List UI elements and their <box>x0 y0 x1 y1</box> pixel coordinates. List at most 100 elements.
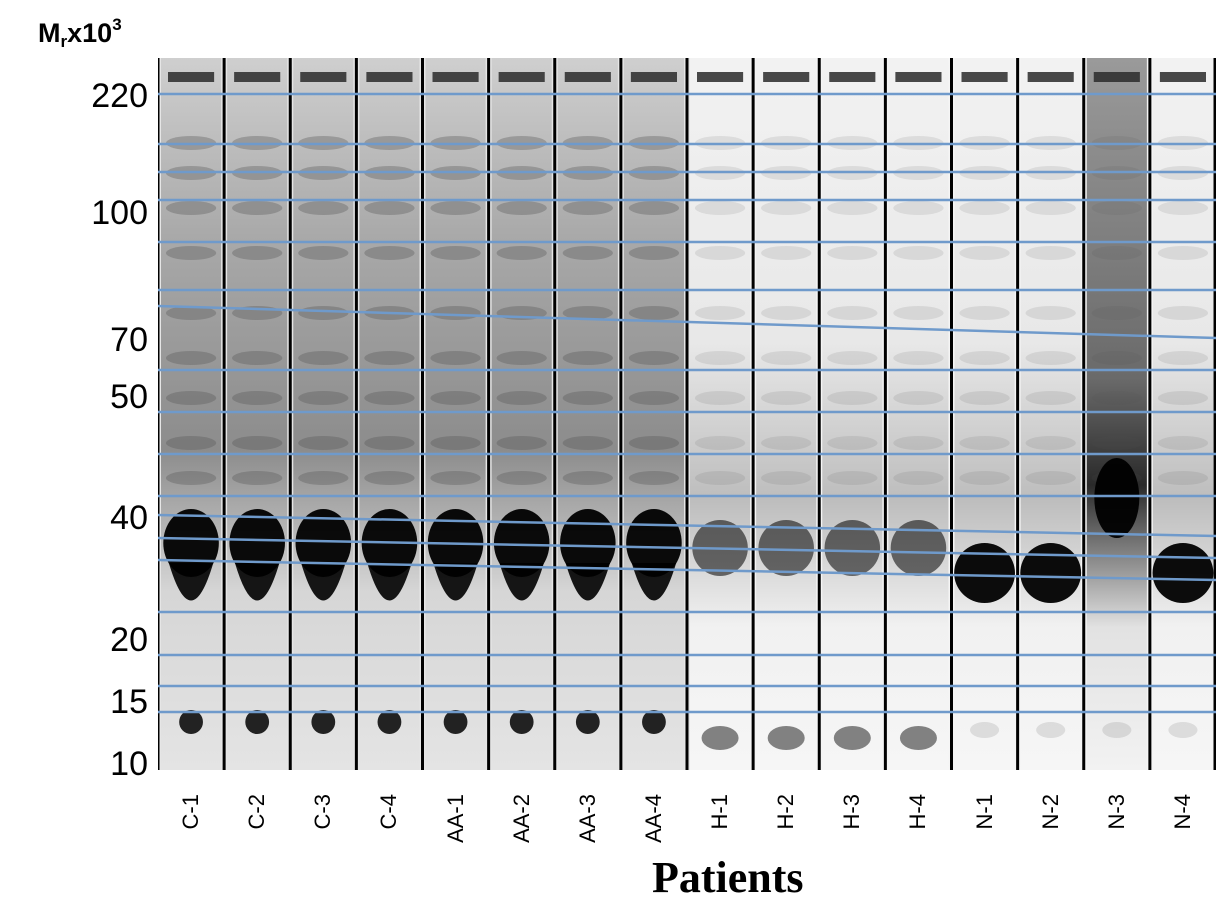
minor-band <box>232 351 283 365</box>
minor-band <box>298 246 349 260</box>
lane-body <box>1086 58 1147 770</box>
main-band <box>229 509 285 577</box>
minor-band <box>165 471 217 485</box>
minor-band <box>1157 201 1209 215</box>
minor-band <box>628 436 680 450</box>
minor-band <box>364 351 415 365</box>
lane-label-N-3: N-3 <box>1103 794 1129 830</box>
gel-image <box>158 58 1216 770</box>
well <box>961 72 1008 82</box>
minor-band <box>827 391 878 405</box>
low-band <box>767 726 805 750</box>
minor-band <box>165 351 217 365</box>
minor-band <box>1091 201 1142 215</box>
lane-dividers <box>158 58 1216 770</box>
low-band <box>899 726 937 750</box>
lane-label-N-4: N-4 <box>1169 794 1195 830</box>
minor-band <box>628 201 680 215</box>
lane-body <box>161 58 222 770</box>
minor-band <box>694 436 746 450</box>
minor-band <box>761 351 812 365</box>
minor-band <box>628 391 680 405</box>
main-band <box>560 509 616 577</box>
minor-band <box>827 351 878 365</box>
minor-band <box>562 471 613 485</box>
lanes-layer <box>161 58 1214 770</box>
minor-band <box>761 391 812 405</box>
minor-band <box>298 391 349 405</box>
minor-band <box>430 471 481 485</box>
minor-band <box>496 436 547 450</box>
minor-band <box>959 471 1010 485</box>
minor-band <box>959 436 1010 450</box>
minor-band <box>827 201 878 215</box>
minor-band <box>959 201 1010 215</box>
minor-band <box>298 201 349 215</box>
minor-band <box>165 201 217 215</box>
well <box>168 72 215 82</box>
lane-body <box>557 58 618 770</box>
minor-band <box>430 246 481 260</box>
lane-label-H-1: H-1 <box>707 794 733 830</box>
lane-label-AA-2: AA-2 <box>508 794 534 843</box>
lane-C-1 <box>161 58 222 770</box>
minor-band <box>232 436 283 450</box>
low-band <box>443 710 468 734</box>
minor-band <box>1025 306 1076 320</box>
minor-band <box>959 391 1010 405</box>
mw-marker-100: 100 <box>91 194 148 232</box>
guide-line <box>158 513 1216 538</box>
x-axis-title: Patients <box>652 853 804 902</box>
lane-body <box>690 58 751 770</box>
low-band <box>311 710 336 734</box>
minor-band <box>827 471 878 485</box>
lane-label-C-2: C-2 <box>244 794 270 830</box>
mw-marker-70: 70 <box>110 321 148 359</box>
lane-AA-3 <box>557 58 618 770</box>
well <box>432 72 479 82</box>
main-band <box>493 509 550 577</box>
minor-band <box>562 306 613 320</box>
minor-band <box>628 246 680 260</box>
band-tail <box>499 563 544 601</box>
minor-band <box>893 436 944 450</box>
lane-H-1 <box>690 58 751 770</box>
minor-band <box>694 351 746 365</box>
minor-band <box>1025 246 1076 260</box>
lane-C-3 <box>293 58 354 770</box>
minor-band <box>1025 471 1076 485</box>
minor-band <box>827 306 878 320</box>
low-band <box>179 710 203 734</box>
lane-H-4 <box>888 58 949 770</box>
low-band <box>970 722 1000 738</box>
lane-body <box>1020 58 1081 770</box>
minor-band <box>893 246 944 260</box>
minor-band <box>298 306 349 320</box>
mw-marker-40: 40 <box>110 499 148 537</box>
minor-band <box>827 436 878 450</box>
minor-band <box>628 351 680 365</box>
minor-band <box>1025 436 1076 450</box>
main-band <box>890 520 947 576</box>
low-band <box>377 710 402 734</box>
lane-body <box>1152 58 1213 770</box>
minor-band <box>364 436 415 450</box>
mw-marker-20: 20 <box>110 621 148 659</box>
lane-body <box>822 58 883 770</box>
minor-band <box>1157 436 1209 450</box>
minor-band <box>1025 201 1076 215</box>
well <box>829 72 876 82</box>
well <box>630 72 677 82</box>
minor-band <box>827 246 878 260</box>
minor-band <box>496 351 547 365</box>
minor-band <box>694 306 746 320</box>
main-band <box>1020 543 1082 603</box>
lane-label-AA-1: AA-1 <box>442 794 468 843</box>
minor-band <box>165 391 217 405</box>
minor-band <box>562 436 613 450</box>
well <box>1027 72 1074 82</box>
minor-band <box>430 391 481 405</box>
lane-N-2 <box>1020 58 1082 770</box>
well <box>1093 72 1140 82</box>
minor-band <box>959 246 1010 260</box>
